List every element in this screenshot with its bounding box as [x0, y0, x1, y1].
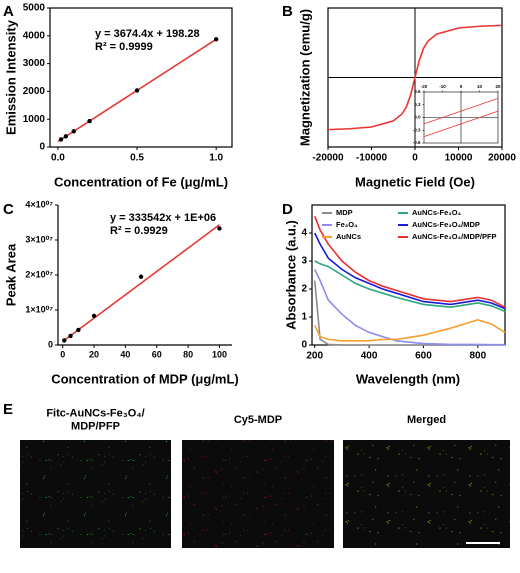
x-tick-label: 40 [120, 350, 130, 360]
panel-label: B [282, 3, 293, 20]
x-tick-label: 80 [183, 350, 193, 360]
fit-equation: R² = 0.9999 [95, 41, 153, 53]
series-line [314, 269, 505, 346]
inset-line [423, 98, 499, 125]
y-tick-label: 4000 [23, 30, 46, 41]
y-tick-label: 4×10⁰⁷ [25, 199, 53, 209]
legend-label: MDP [336, 208, 353, 217]
legend-label: Fe₃O₄ [336, 220, 358, 229]
x-tick-label: -10000 [356, 153, 388, 164]
x-tick-label: 0 [60, 350, 65, 360]
data-point [76, 327, 81, 333]
x-tick-label: 60 [152, 350, 162, 360]
fit-equation: y = 3674.4x + 198.28 [95, 28, 200, 40]
data-point [87, 118, 92, 124]
x-tick-label: 20 [89, 350, 99, 360]
y-tick-label: 3×10⁰⁷ [25, 234, 53, 244]
image-label: Cy5-MDP [234, 414, 282, 426]
y-tick-label: 0 [301, 340, 307, 351]
series-line [327, 24, 503, 131]
y-tick-label: -0.6 [413, 140, 421, 145]
series-line [313, 215, 506, 308]
x-tick-label: 1.0 [209, 153, 223, 164]
panel-label: C [3, 201, 14, 218]
x-axis-label: Wavelength (nm) [356, 371, 460, 386]
x-tick-label: 0.0 [51, 153, 65, 164]
x-tick-label: 10 [477, 84, 483, 89]
y-tick-label: 5000 [23, 3, 46, 14]
y-tick-label: -0.3 [413, 127, 421, 132]
x-tick-label: -20 [421, 84, 428, 89]
x-tick-label: 100 [212, 350, 227, 360]
series-line [313, 280, 505, 346]
y-tick-label: 1000 [23, 114, 46, 125]
x-tick-label: 400 [361, 351, 378, 362]
x-tick-label: 800 [469, 351, 486, 362]
y-tick-label: 2 [301, 284, 307, 295]
image-label: Fitc-AuNCs-Fe₃O₄/ [46, 407, 144, 419]
fluorescence-image [343, 440, 510, 548]
data-point [68, 333, 73, 339]
x-tick-label: 10000 [445, 153, 473, 164]
panel-label: A [3, 3, 14, 20]
x-tick-label: 0.5 [130, 153, 144, 164]
x-tick-label: -10 [439, 84, 446, 89]
data-point [213, 37, 219, 42]
fluorescence-image [182, 440, 334, 548]
y-axis-label: Magnetization (emu/g) [297, 9, 312, 146]
inset-line [423, 110, 499, 138]
y-tick-label: 3000 [23, 58, 46, 69]
panel-label: D [282, 201, 293, 218]
legend-label: AuNCs-Fe₃O₄/MDP [412, 220, 480, 229]
x-axis-label: Concentration of Fe (μg/mL) [54, 174, 228, 189]
x-tick-label: 20000 [488, 153, 516, 164]
y-tick-label: 1×10⁰⁷ [25, 304, 53, 314]
image-label: MDP/PFP [71, 420, 120, 432]
y-axis-label: Emission Intensity [3, 19, 18, 135]
y-axis-label: Absorbance (a.u.) [283, 220, 298, 330]
y-tick-label: 0.3 [414, 102, 421, 107]
data-point [63, 134, 69, 139]
y-tick-label: 0 [39, 142, 45, 153]
fit-equation: R² = 0.9929 [110, 225, 168, 237]
fit-line [62, 224, 220, 343]
panel-label: E [3, 401, 13, 418]
series-line [314, 260, 506, 313]
data-point [134, 88, 140, 93]
data-point [58, 137, 64, 142]
y-tick-label: 2000 [23, 86, 46, 97]
x-tick-label: 0 [412, 153, 418, 164]
x-axis-label: Magnetic Field (Oe) [355, 174, 475, 189]
data-point [138, 274, 144, 279]
legend-label: AuNCs-Fe₃O₄/MDP/PFP [412, 232, 497, 241]
x-tick-label: 20 [495, 84, 501, 89]
data-point [71, 129, 76, 134]
y-tick-label: 1 [301, 312, 307, 323]
y-tick-label: 2×10⁰⁷ [25, 269, 53, 279]
series-line [314, 318, 506, 342]
y-tick-label: 0.0 [414, 115, 421, 120]
legend-label: AuNCs [336, 232, 361, 241]
y-tick-label: 4 [301, 228, 307, 239]
series-line [314, 232, 506, 310]
x-tick-label: 200 [306, 351, 323, 362]
x-tick-label: 600 [415, 351, 432, 362]
x-tick-label: 0 [460, 84, 463, 89]
data-point [91, 313, 97, 319]
y-tick-label: 3 [301, 256, 307, 267]
y-tick-label: 0 [48, 339, 53, 349]
data-point [62, 338, 67, 343]
y-tick-label: 0.6 [414, 89, 421, 94]
y-axis-label: Peak Area [3, 243, 18, 306]
image-label: Merged [407, 414, 446, 426]
x-tick-label: -20000 [312, 153, 344, 164]
fluorescence-image [20, 440, 171, 548]
legend-label: AuNCs-Fe₃O₄ [412, 208, 462, 217]
fit-equation: y = 333542x + 1E+06 [110, 212, 216, 224]
plot-frame [49, 7, 233, 148]
data-point [217, 226, 222, 231]
x-axis-label: Concentration of MDP (μg/mL) [51, 371, 239, 386]
